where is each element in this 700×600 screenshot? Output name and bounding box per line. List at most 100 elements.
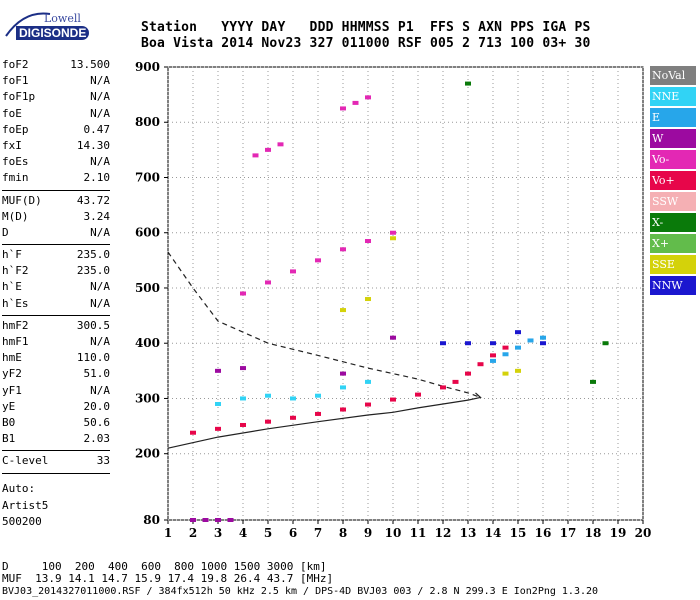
param-value: 2.03 — [83, 432, 111, 446]
param-row-b0: B0 50.6 — [2, 416, 110, 432]
echo-point-o-trace — [315, 411, 321, 416]
param-name: foE — [2, 106, 22, 120]
param-name: hmE — [2, 351, 22, 365]
echo-point-f2-2hop — [315, 258, 321, 263]
echo-point-w-echo — [240, 366, 246, 371]
param-row-hf2: h`F2 235.0 — [2, 264, 110, 280]
echo-point-w-echo — [390, 335, 396, 340]
echo-point-nnw — [490, 341, 496, 346]
param-value: N/A — [90, 280, 110, 294]
param-name: h`E — [2, 280, 22, 294]
echo-point-f2-2hop — [390, 230, 396, 235]
echo-point-o-trace — [265, 419, 271, 424]
echo-point-nnw — [465, 341, 471, 346]
echo-point-x-trace — [540, 335, 546, 340]
echo-point-o-trace — [365, 402, 371, 407]
param-name: h`F — [2, 248, 22, 262]
param-name: fxI — [2, 138, 22, 152]
param-value: N/A — [90, 90, 110, 104]
param-name: B1 — [2, 432, 16, 446]
echo-point-o-trace — [240, 422, 246, 427]
param-value: 2.10 — [83, 171, 111, 185]
y-tick-label: 400 — [135, 336, 160, 350]
param-value: 110.0 — [76, 351, 110, 365]
param-name: B0 — [2, 415, 16, 429]
echo-point-sse — [390, 236, 396, 241]
param-name: yE — [2, 399, 16, 413]
echo-point-o-trace — [452, 379, 459, 384]
param-row-fof2: foF2 13.500 — [2, 58, 110, 74]
echo-point-o-trace — [340, 407, 346, 412]
echo-point-x- — [602, 341, 609, 346]
echo-point-o-trace — [477, 362, 484, 367]
param-value: 0.47 — [83, 122, 111, 136]
echo-point-spread-f — [365, 379, 371, 384]
auto-code: 500200 — [2, 515, 42, 528]
legend-item-nne: NNE — [650, 87, 696, 106]
param-value: N/A — [90, 225, 110, 239]
x-tick-label: 2 — [189, 526, 197, 540]
param-value: N/A — [90, 296, 110, 310]
param-name: foEs — [2, 155, 29, 169]
legend-item-e: E — [650, 108, 696, 127]
param-value: 14.30 — [76, 138, 110, 152]
param-name: fmin — [2, 171, 29, 185]
echo-point-w-echo — [190, 518, 196, 522]
header-line-1: Station YYYY DAY DDD HHMMSS P1 FFS S AXN… — [141, 20, 591, 35]
x-tick-label: 8 — [339, 526, 347, 540]
x-tick-label: 20 — [635, 526, 652, 540]
echo-point-f2-2hop — [290, 269, 296, 274]
legend-item-w: W — [650, 129, 696, 148]
auto-artist: Artist5 — [2, 499, 49, 512]
param-name: MUF(D) — [2, 193, 42, 207]
logo-swoosh-icon — [5, 12, 51, 37]
echo-point-o-trace — [190, 430, 196, 435]
echo-point-f2-2hop — [340, 247, 346, 252]
param-name: D — [2, 225, 9, 239]
legend-item-ssw: SSW — [650, 192, 696, 211]
plot-frame — [167, 66, 644, 521]
param-name: M(D) — [2, 209, 29, 223]
echo-point-x- — [465, 81, 471, 86]
echo-point-sse — [515, 368, 521, 373]
param-row-fof1: foF1 N/A — [2, 74, 110, 90]
param-value: 235.0 — [76, 264, 110, 278]
header-line-2: Boa Vista 2014 Nov23 327 011000 RSF 005 … — [141, 36, 591, 51]
y-tick-label: 900 — [135, 60, 160, 74]
echo-point-sse — [340, 308, 346, 313]
x-tick-label: 3 — [214, 526, 222, 540]
echo-point-nnw — [540, 341, 546, 346]
param-row-hmf2: hmF2 300.5 — [2, 319, 110, 335]
y-tick-label: 300 — [135, 391, 160, 405]
param-value: 235.0 — [76, 248, 110, 262]
y-tick-label: 800 — [135, 115, 160, 129]
echo-point-x-trace — [490, 358, 496, 363]
echo-point-o-trace — [502, 345, 509, 350]
param-value: N/A — [90, 155, 110, 169]
param-row-mufd: MUF(D) 43.72 — [2, 194, 110, 210]
model-profile-solid — [167, 392, 482, 449]
x-tick-label: 1 — [164, 526, 172, 540]
y-tick-label: 500 — [135, 281, 160, 295]
echo-point-spread-f — [240, 396, 246, 401]
param-value: 51.0 — [83, 367, 111, 381]
legend-item-x: X- — [650, 213, 696, 232]
echo-point-w-echo — [340, 371, 346, 376]
echo-point-spread-f — [290, 396, 296, 401]
echo-point-f2-2hop — [240, 291, 246, 296]
echo-point-spread-f — [215, 401, 221, 406]
param-row-hme: hmE 110.0 — [2, 351, 110, 367]
logo-text-digisonde: DIGISONDE — [16, 26, 90, 40]
param-row-yf1: yF1 N/A — [2, 384, 110, 400]
legend-item-sse: SSE — [650, 255, 696, 274]
param-row-he: h`E N/A — [2, 280, 110, 296]
echo-point-o-trace — [390, 397, 396, 402]
param-name: foF1p — [2, 90, 36, 104]
x-tick-label: 14 — [485, 526, 502, 540]
echo-point-x-trace — [502, 352, 509, 357]
param-name: foF1 — [2, 74, 29, 88]
echo-point-o-trace — [415, 392, 421, 397]
echo-point-upper — [365, 95, 371, 100]
echo-point-sse — [502, 371, 509, 376]
echo-point-o-trace — [465, 371, 471, 376]
